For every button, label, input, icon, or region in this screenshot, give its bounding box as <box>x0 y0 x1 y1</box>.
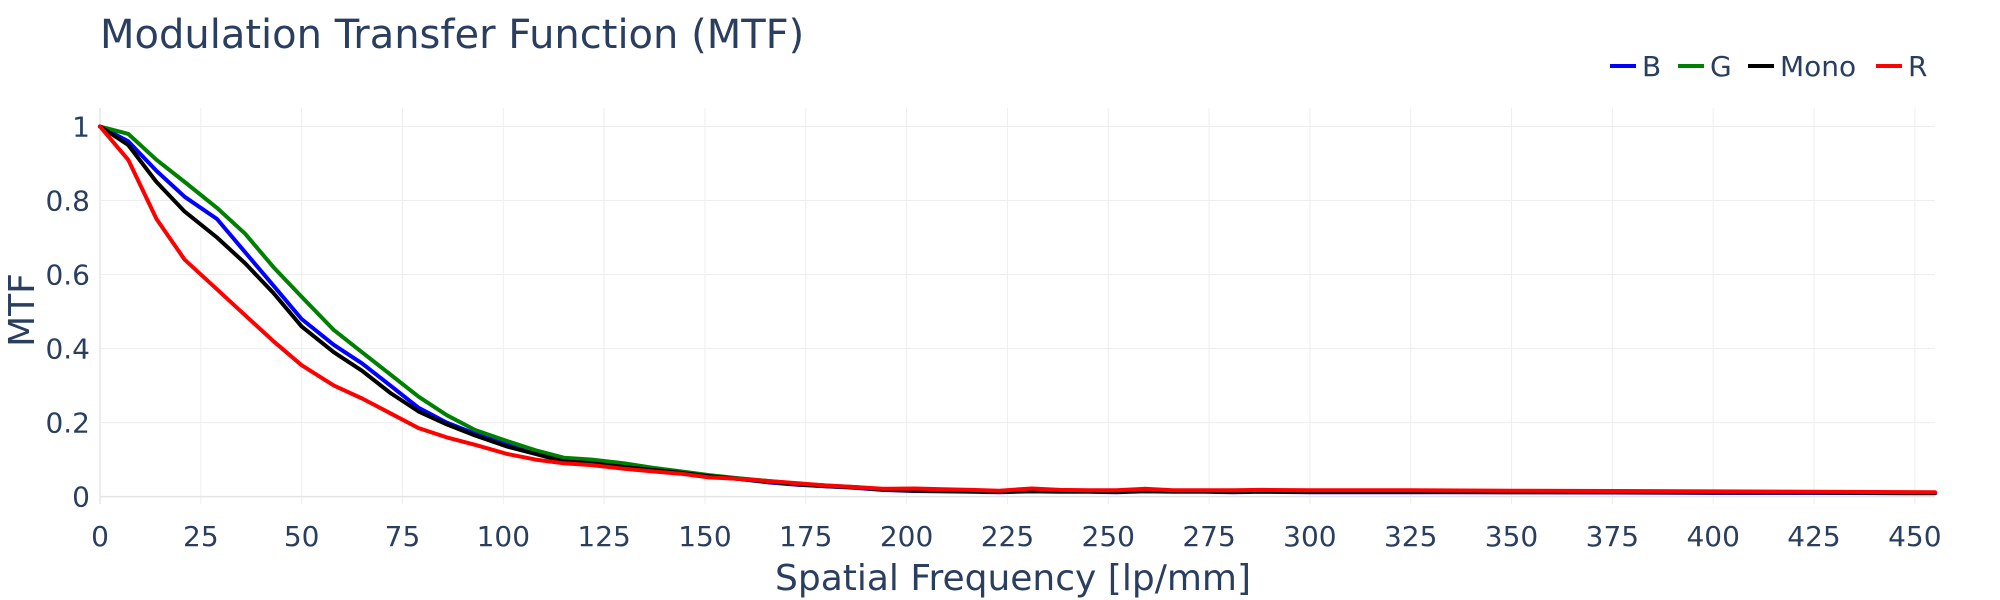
x-tick-label: 300 <box>1283 520 1336 553</box>
legend-label: Mono <box>1780 50 1856 83</box>
x-tick-label: 175 <box>779 520 832 553</box>
x-tick-label: 425 <box>1787 520 1840 553</box>
x-tick-label: 225 <box>981 520 1034 553</box>
x-tick-label: 125 <box>577 520 630 553</box>
y-tick-label: 1 <box>72 111 90 144</box>
x-tick-label: 25 <box>183 520 219 553</box>
x-tick-label: 350 <box>1485 520 1538 553</box>
grid-layer <box>99 108 1935 504</box>
x-tick-label: 450 <box>1888 520 1941 553</box>
series-line-r <box>98 124 1937 495</box>
legend-item-r[interactable]: R <box>1876 50 1927 83</box>
legend-item-g[interactable]: G <box>1678 50 1732 83</box>
x-tick-label: 100 <box>477 520 530 553</box>
y-tick-label: 0.6 <box>45 259 90 292</box>
chart-title: Modulation Transfer Function (MTF) <box>100 12 804 58</box>
legend-label: B <box>1642 50 1661 83</box>
y-axis-title: MTF <box>2 273 43 347</box>
series-line-mono <box>98 124 1937 495</box>
x-tick-label: 250 <box>1082 520 1135 553</box>
legend-item-mono[interactable]: Mono <box>1748 50 1856 83</box>
y-tick-labels: 0 0.2 0.4 0.6 0.8 1 <box>45 111 90 514</box>
y-tick-label: 0.4 <box>45 333 90 366</box>
x-tick-label: 200 <box>880 520 933 553</box>
x-tick-label: 325 <box>1384 520 1437 553</box>
legend-label: R <box>1908 50 1927 83</box>
y-tick-label: 0 <box>72 481 90 514</box>
x-tick-label: 275 <box>1182 520 1235 553</box>
legend-label: G <box>1710 50 1732 83</box>
legend: B G Mono R <box>1610 50 1927 83</box>
series-layer <box>98 124 1937 496</box>
legend-item-b[interactable]: B <box>1610 50 1661 83</box>
x-tick-label: 75 <box>385 520 421 553</box>
x-tick-label: 150 <box>678 520 731 553</box>
y-tick-label: 0.8 <box>45 185 90 218</box>
x-tick-label: 375 <box>1586 520 1639 553</box>
x-tick-label: 0 <box>91 520 109 553</box>
x-tick-label: 50 <box>284 520 320 553</box>
series-line-b <box>98 124 1937 496</box>
x-axis-title: Spatial Frequency [lp/mm] <box>775 558 1251 599</box>
y-tick-label: 0.2 <box>45 407 90 440</box>
series-line-g <box>98 124 1937 495</box>
x-tick-labels: 0 25 50 75 100 125 150 175 200 225 250 275 300 325 350… <box>91 520 1941 553</box>
x-tick-label: 400 <box>1686 520 1739 553</box>
